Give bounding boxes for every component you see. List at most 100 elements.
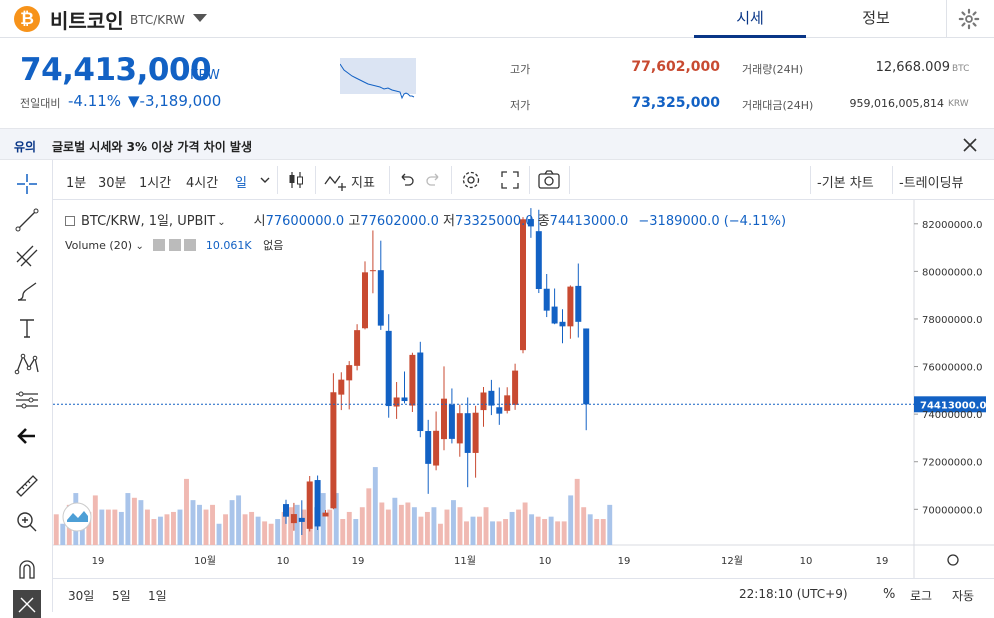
volume-bar <box>451 500 456 545</box>
candle-body <box>425 431 432 464</box>
candle-body <box>393 397 400 407</box>
eye-icon[interactable] <box>153 239 166 251</box>
amount-label: 거래대금(24H) <box>742 99 814 112</box>
zoom-in-icon[interactable] <box>13 508 41 536</box>
volume-bar <box>542 519 548 545</box>
indicator-button[interactable]: 지표 <box>351 176 375 191</box>
coin-name[interactable]: 비트코인 <box>50 9 124 33</box>
divider <box>946 0 947 38</box>
arrow-left-icon[interactable] <box>13 422 41 450</box>
volume-bar <box>457 507 463 545</box>
y-tick-label: 80000000.0 <box>922 267 982 278</box>
volume-bar <box>151 519 157 545</box>
candle-body <box>306 481 313 529</box>
volume-bar <box>138 500 144 545</box>
volume-bar <box>346 511 352 545</box>
volume-unit: BTC <box>952 64 970 74</box>
gear-icon[interactable] <box>168 239 181 251</box>
bitcoin-icon: ₿ <box>14 6 40 32</box>
range-5d[interactable]: 5일 <box>112 589 131 603</box>
axis-settings-icon[interactable] <box>947 554 959 566</box>
fullscreen-icon[interactable] <box>500 170 520 190</box>
settings-icon[interactable] <box>460 169 482 191</box>
log-toggle[interactable]: 로그 <box>910 589 933 603</box>
clock-time[interactable]: 22:18:10 (UTC+9) <box>739 587 848 601</box>
volume-bar <box>503 519 509 545</box>
indicator-icon[interactable] <box>323 170 349 192</box>
pitchfork-icon[interactable] <box>13 242 41 270</box>
camera-icon[interactable] <box>537 169 561 191</box>
close-icon[interactable] <box>960 135 980 155</box>
range-30d[interactable]: 30일 <box>68 589 95 603</box>
candle-type-icon[interactable] <box>285 169 307 191</box>
pattern-icon[interactable] <box>13 350 41 378</box>
text-icon[interactable] <box>13 314 41 342</box>
undo-icon[interactable] <box>397 171 415 189</box>
x-tick-label: 19 <box>352 556 365 567</box>
interval-1d[interactable]: 일 <box>235 176 247 191</box>
pencil-icon[interactable] <box>13 590 41 618</box>
chevron-down-icon[interactable] <box>259 175 271 185</box>
legend-symbol: BTC/KRW, 1일, UPBIT <box>81 214 216 229</box>
redo-icon[interactable] <box>425 171 443 189</box>
interval-1h[interactable]: 1시간 <box>139 176 172 191</box>
volume-bar <box>594 519 600 545</box>
magnet-icon[interactable] <box>13 556 41 584</box>
candle-body <box>433 430 440 466</box>
chevron-down-icon[interactable]: ⌄ <box>135 241 144 252</box>
interval-30m[interactable]: 30분 <box>98 176 127 191</box>
candle-body <box>464 413 471 453</box>
price-chart[interactable]: 74413000.0 70000000.0 72000000.0 74000000.0… <box>53 200 994 578</box>
divider <box>389 166 390 194</box>
x-tick-label: 10 <box>539 556 552 567</box>
trendline-icon[interactable] <box>13 206 41 234</box>
volume-value: 12,668.009 <box>875 60 950 75</box>
candle-body <box>520 219 526 351</box>
tradingview-button[interactable]: -트레이딩뷰 <box>899 176 964 191</box>
tab-quote[interactable]: 시세 <box>694 0 806 38</box>
y-tick-label: 70000000.0 <box>922 505 982 516</box>
x-tick-label: 19 <box>876 556 889 567</box>
ruler-icon[interactable] <box>13 472 41 500</box>
basic-chart-button[interactable]: -기본 차트 <box>817 176 874 191</box>
percent-toggle[interactable]: % <box>883 587 896 602</box>
crosshair-icon[interactable] <box>13 170 41 198</box>
candle-body <box>346 365 353 381</box>
volume-bar <box>99 509 105 545</box>
coin-pair[interactable]: BTC/KRW <box>130 13 185 27</box>
volume-bar <box>333 493 339 545</box>
change-rate: -4.11% <box>68 92 122 110</box>
legend-close-value: 74413000.0 <box>549 214 629 229</box>
collapse-icon[interactable] <box>65 216 75 226</box>
chevron-down-icon[interactable]: ⌄ <box>217 217 226 228</box>
tab-info[interactable]: 정보 <box>862 9 890 27</box>
close-icon[interactable] <box>184 239 197 251</box>
candle-body <box>527 219 534 227</box>
candle-body <box>551 306 558 324</box>
last-price-label: 74413000.0 <box>920 400 986 411</box>
interval-4h[interactable]: 4시간 <box>186 176 219 191</box>
auto-toggle[interactable]: 자동 <box>952 589 975 603</box>
volume-bar <box>275 519 281 545</box>
volume-bar <box>197 504 202 545</box>
volume-bar <box>340 519 346 545</box>
volume-bar <box>92 495 98 545</box>
x-tick-label: 10 <box>800 556 813 567</box>
chevron-down-icon[interactable] <box>193 14 207 22</box>
interval-1m[interactable]: 1분 <box>66 176 87 191</box>
y-tick-label: 82000000.0 <box>922 220 982 231</box>
divider <box>892 166 893 194</box>
candle-body <box>448 404 455 439</box>
brush-icon[interactable] <box>13 278 41 306</box>
candle-body <box>559 321 566 327</box>
volume-bar <box>483 507 489 545</box>
volume-bar <box>379 502 385 545</box>
gear-icon[interactable] <box>958 8 980 30</box>
volume-bar <box>125 493 131 545</box>
range-1d[interactable]: 1일 <box>148 589 167 603</box>
y-tick-label: 74000000.0 <box>922 410 982 421</box>
candle-body <box>330 392 337 509</box>
prediction-icon[interactable] <box>13 386 41 414</box>
volume-bar <box>294 504 300 545</box>
volume-bar <box>301 509 307 545</box>
